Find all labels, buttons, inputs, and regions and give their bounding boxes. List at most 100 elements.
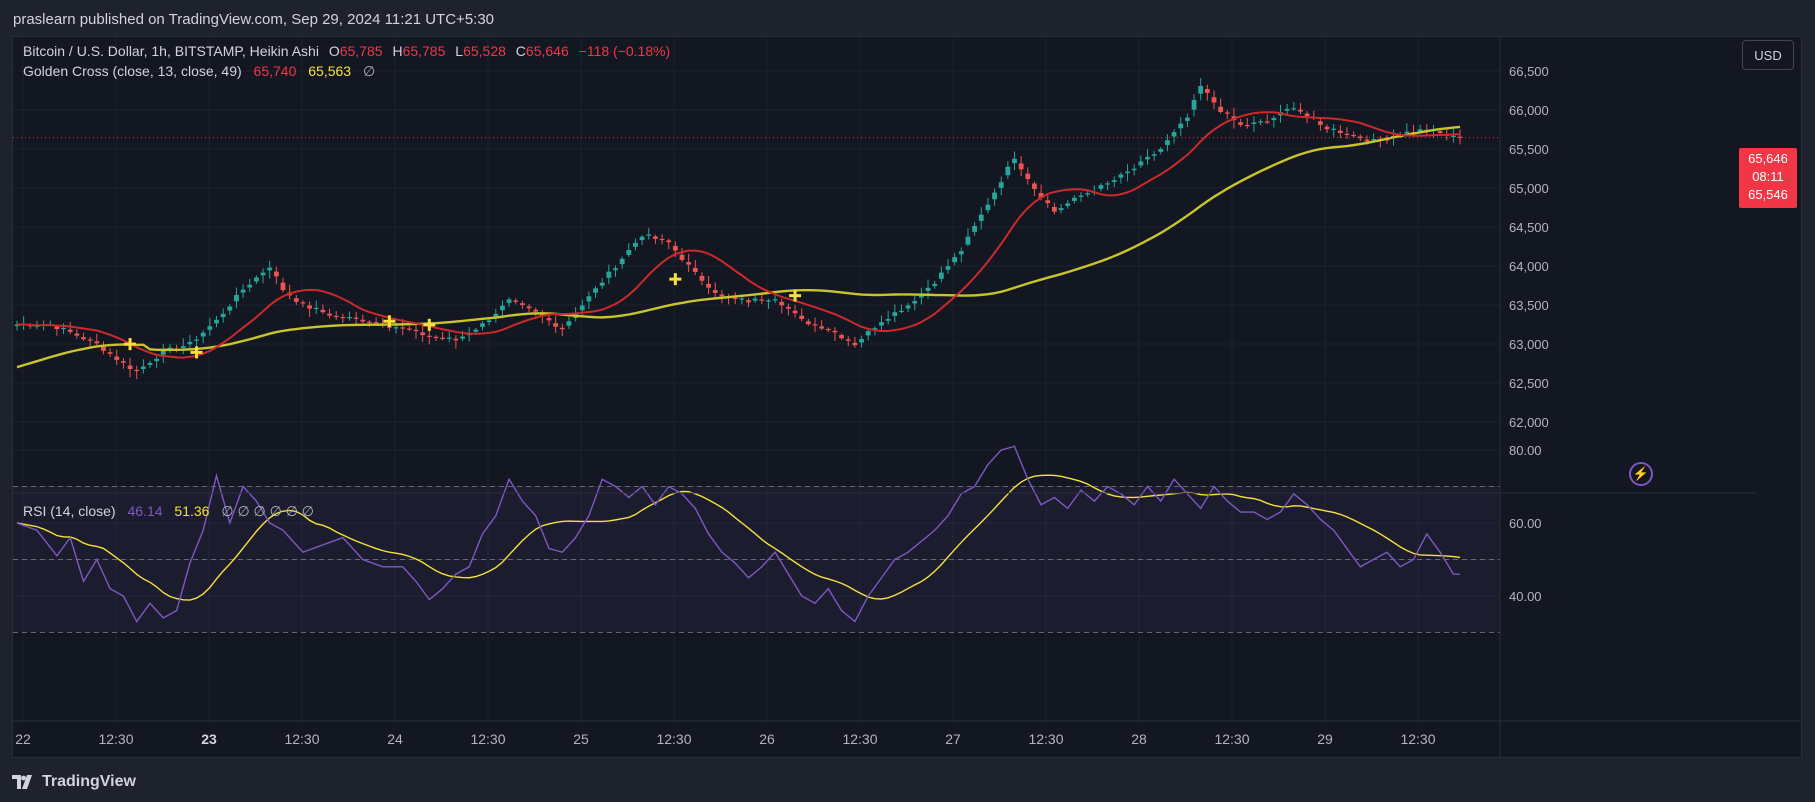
candle-body xyxy=(912,300,918,304)
chart-frame[interactable]: 62,000 62,500 63,000 63,500 64,000 64,500 65,0… xyxy=(12,36,1802,758)
candle-body xyxy=(1331,128,1337,130)
candle-body xyxy=(520,303,525,305)
candle-body xyxy=(686,262,692,265)
candle-body xyxy=(1178,123,1184,129)
price-tick-label: 63,500 xyxy=(1509,298,1549,313)
candle-body xyxy=(1291,108,1297,110)
candle-body xyxy=(147,363,153,365)
candle-body xyxy=(633,242,638,247)
candle-body xyxy=(1451,135,1456,137)
golden-cross-slow-line xyxy=(16,125,1461,369)
candle-body xyxy=(559,327,565,330)
candle-body xyxy=(1211,97,1217,103)
candle-body xyxy=(1098,185,1104,189)
candle-body xyxy=(160,349,166,355)
indicator-legend[interactable]: Golden Cross (close, 13, close, 49) 65,7… xyxy=(23,63,375,80)
candle-body xyxy=(1204,89,1210,93)
candle-body xyxy=(1185,117,1190,121)
candle-body xyxy=(1238,122,1243,125)
lightning-glyph: ⚡ xyxy=(1632,466,1650,481)
price-axis: 62,000 62,500 63,000 63,500 64,000 64,500 65,0… xyxy=(1509,64,1549,430)
candle-body xyxy=(413,329,419,332)
visibility-icon[interactable]: ∅ xyxy=(362,63,376,79)
time-tick-label: 12:30 xyxy=(98,731,133,747)
candle-body xyxy=(101,346,106,351)
candle-body xyxy=(293,298,299,302)
candle-body xyxy=(1324,126,1330,130)
price-tick-label: 63,000 xyxy=(1509,337,1549,352)
chart-canvas[interactable]: 62,000 62,500 63,000 63,500 64,000 64,500 65,0… xyxy=(13,37,1801,757)
candle-body xyxy=(453,338,459,341)
candle-body xyxy=(1344,133,1350,136)
currency-button[interactable]: USD xyxy=(1742,40,1794,70)
grid xyxy=(13,37,1500,721)
candle-body xyxy=(925,287,931,291)
candle-body xyxy=(746,300,751,303)
candle-body xyxy=(805,321,811,325)
lightning-icon[interactable]: ⚡ xyxy=(1629,462,1653,486)
candle-body xyxy=(227,306,233,311)
candle-body xyxy=(1284,108,1290,111)
candle-body xyxy=(739,298,745,300)
candle-body xyxy=(1337,130,1343,134)
golden-cross-fast-line xyxy=(16,111,1461,359)
candle-body xyxy=(839,335,844,339)
candle-body xyxy=(586,296,592,302)
candle-body xyxy=(1012,158,1017,164)
candle-body xyxy=(879,322,884,326)
rsi-legend[interactable]: RSI (14, close) 46.14 51.36 ∅ ∅ ∅ ∅ ∅ ∅ xyxy=(23,503,314,520)
candle-body xyxy=(666,240,672,243)
candle-body xyxy=(659,238,665,241)
candle-body xyxy=(220,313,226,318)
footer-brand: TradingView xyxy=(42,773,136,790)
cross-markers xyxy=(124,273,802,359)
candle-body xyxy=(420,332,426,336)
candle-body xyxy=(1244,124,1250,127)
candle-body xyxy=(1264,121,1270,123)
time-tick-label: 24 xyxy=(387,731,403,747)
candle-body xyxy=(67,329,73,332)
candle-body xyxy=(313,307,319,310)
candle-body xyxy=(852,342,858,346)
candle-body xyxy=(905,305,911,309)
candle-body xyxy=(819,326,825,329)
candle-body xyxy=(307,305,312,309)
candle-body xyxy=(679,254,685,260)
candle-body xyxy=(273,271,279,277)
candle-body xyxy=(300,302,306,304)
candle-body xyxy=(1058,208,1064,211)
candle-body xyxy=(254,277,259,282)
candle-body xyxy=(706,283,711,288)
candle-body xyxy=(1038,193,1044,199)
candle-body xyxy=(566,321,572,326)
candle-body xyxy=(513,300,519,302)
candle-body xyxy=(1191,99,1197,110)
candle-body xyxy=(367,321,372,323)
candle-body xyxy=(752,298,758,301)
candle-body xyxy=(1071,197,1077,201)
time-tick-label: 12:30 xyxy=(842,731,877,747)
candle-body xyxy=(107,352,113,354)
candle-body xyxy=(460,336,465,339)
candle-body xyxy=(34,325,40,327)
candle-body xyxy=(872,328,878,330)
low-label: L xyxy=(455,43,464,59)
candle-body xyxy=(1357,136,1363,139)
candle-body xyxy=(320,309,326,313)
rsi-tick-label: 60.00 xyxy=(1509,516,1542,531)
candle-body xyxy=(938,272,944,279)
candle-body xyxy=(639,236,645,241)
candle-body xyxy=(1131,168,1137,171)
candle-body xyxy=(87,339,93,341)
open-value: 65,785 xyxy=(339,43,383,59)
candle-body xyxy=(61,327,66,330)
rsi-ma-line xyxy=(16,474,1461,601)
rsi-value: 46.14 xyxy=(127,503,163,519)
candle-body xyxy=(200,332,206,337)
candle-body xyxy=(1085,193,1091,195)
symbol-legend[interactable]: Bitcoin / U.S. Dollar, 1h, BITSTAMP, Hei… xyxy=(23,43,670,59)
candle-body xyxy=(1318,121,1323,125)
candle-body xyxy=(965,236,971,245)
tradingview-logo-icon xyxy=(12,775,32,789)
candle-body xyxy=(526,306,532,309)
